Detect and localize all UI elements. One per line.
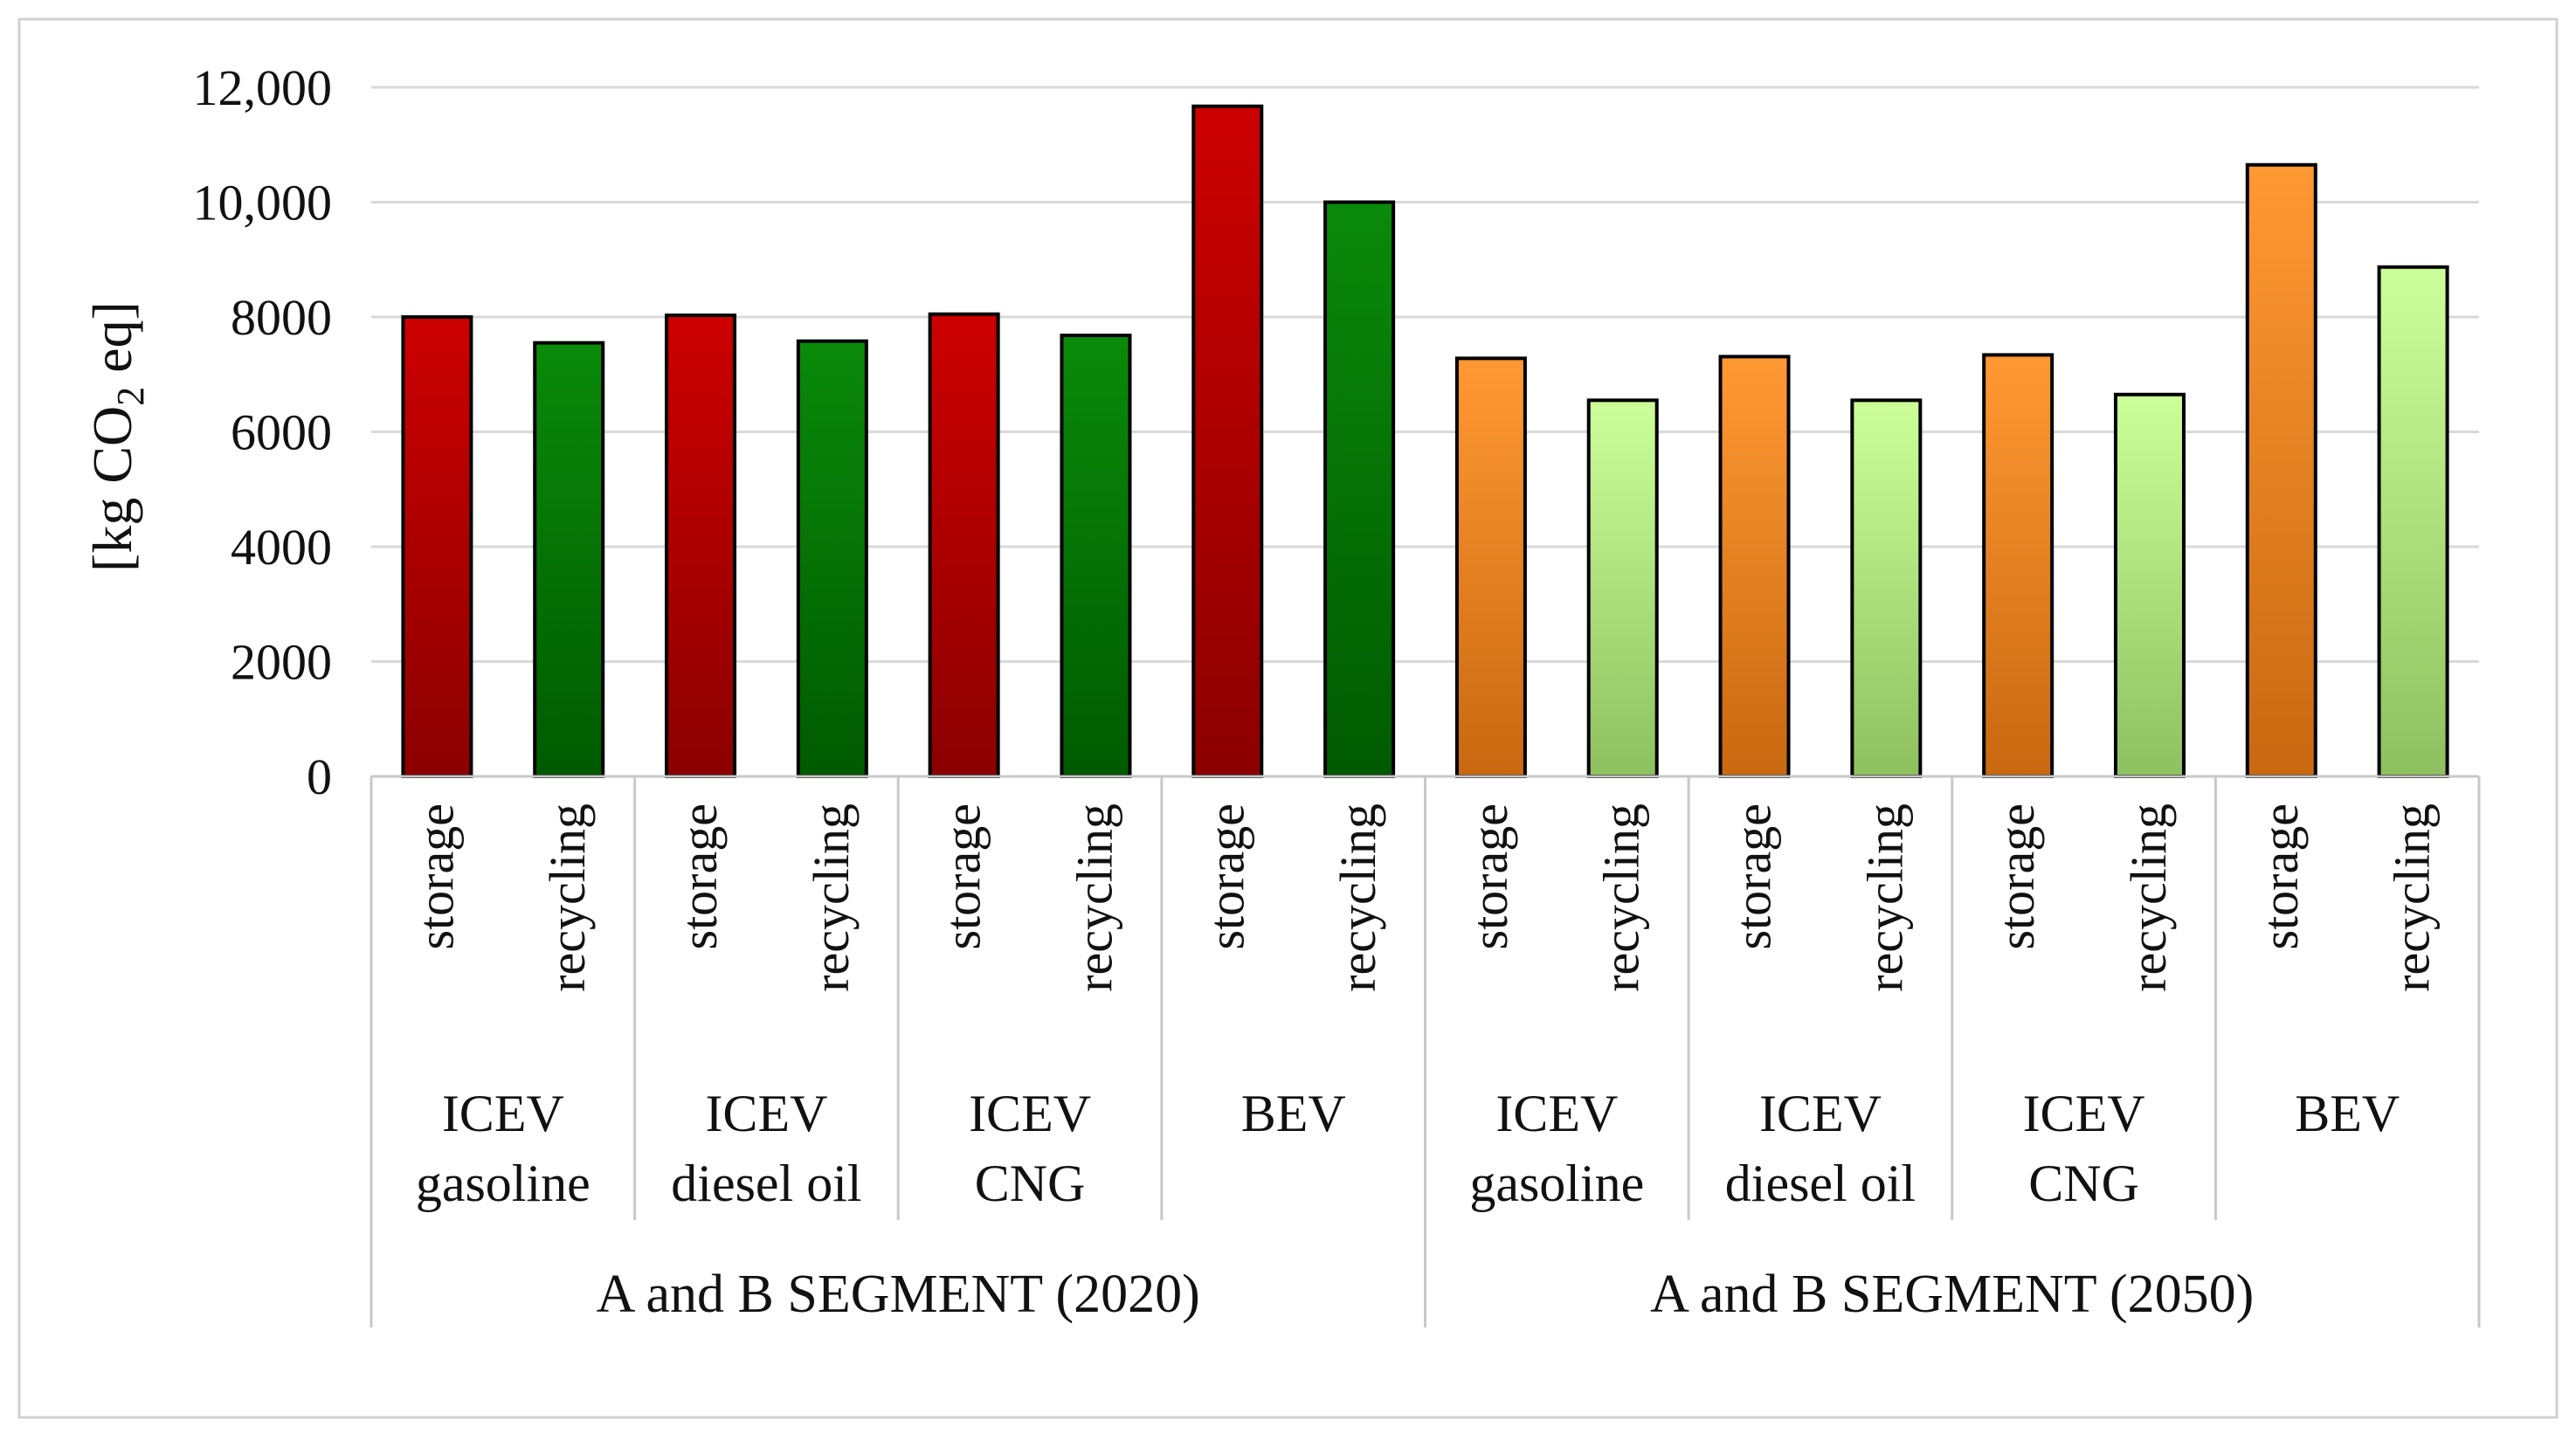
x-group-label: ICEV — [2023, 1085, 2145, 1142]
x-bar-label: recycling — [2384, 803, 2441, 992]
x-group-label: ICEV — [442, 1085, 564, 1142]
x-bar-label: storage — [1198, 803, 1254, 950]
bar-recycling — [533, 341, 605, 778]
x-bar-label: recycling — [1593, 803, 1650, 992]
y-tick-label: 8000 — [231, 289, 332, 346]
bar-recycling — [1850, 398, 1923, 778]
y-tick-label: 4000 — [231, 519, 332, 576]
bar-storage — [2245, 162, 2317, 778]
y-axis-title-part-2: eq] — [81, 301, 143, 387]
x-segment-label: A and B SEGMENT (2020) — [597, 1265, 1200, 1324]
x-bar-label: recycling — [1329, 803, 1386, 992]
x-group-label: gasoline — [1469, 1155, 1644, 1212]
x-bar-label: storage — [407, 803, 464, 950]
y-tick-labels: 0 2000 4000 6000 8000 10,000 12,000 — [193, 59, 333, 805]
x-group-label: ICEV — [969, 1085, 1091, 1142]
bar-recycling — [1323, 200, 1396, 778]
y-tick-label: 2000 — [231, 634, 332, 691]
bar-recycling — [2113, 392, 2186, 778]
x-category-labels: storage recycling ICEV gasoline storage recyc… — [407, 803, 2440, 1324]
x-bar-label: storage — [1725, 803, 1782, 950]
x-bar-label: recycling — [1066, 803, 1122, 992]
y-axis-title: [kg CO2 eq] — [81, 301, 152, 572]
x-group-label: BEV — [2295, 1085, 2400, 1142]
y-tick-label: 0 — [307, 748, 332, 805]
y-tick-label: 6000 — [231, 404, 332, 461]
x-bar-label: recycling — [2120, 803, 2177, 992]
bar-storage — [665, 314, 737, 778]
y-tick-label: 10,000 — [193, 175, 333, 231]
x-group-label: ICEV — [1495, 1085, 1618, 1142]
y-axis-title-part-1: [kg CO — [81, 406, 143, 572]
axes — [369, 775, 2481, 1327]
bar-storage — [401, 315, 473, 778]
x-bar-label: recycling — [539, 803, 596, 992]
x-bar-label: storage — [671, 803, 728, 950]
bar-storage — [1982, 353, 2055, 778]
bar-storage — [928, 312, 1000, 778]
bar-storage — [1718, 355, 1791, 778]
x-group-label: ICEV — [1759, 1085, 1882, 1142]
bar-recycling — [796, 339, 868, 778]
bar-recycling — [1060, 334, 1132, 778]
x-group-label: diesel oil — [671, 1155, 861, 1212]
bar-storage — [1454, 356, 1527, 778]
x-group-label: CNG — [975, 1155, 1086, 1212]
x-bar-label: storage — [1461, 803, 1518, 950]
x-group-label: gasoline — [416, 1155, 590, 1212]
x-group-label: BEV — [1241, 1085, 1346, 1142]
bar-recycling — [1586, 398, 1659, 778]
y-tick-label: 12,000 — [193, 59, 333, 116]
bar-storage — [1191, 104, 1264, 778]
x-bar-label: recycling — [1856, 803, 1913, 992]
x-group-label: ICEV — [705, 1085, 827, 1142]
x-bar-label: storage — [2252, 803, 2309, 950]
x-group-label: diesel oil — [1725, 1155, 1916, 1212]
x-segment-label: A and B SEGMENT (2050) — [1650, 1265, 2254, 1324]
bars — [401, 104, 2449, 778]
x-bar-label: storage — [1988, 803, 2045, 950]
y-axis-title-subscript: 2 — [109, 387, 152, 406]
bar-recycling — [2377, 265, 2449, 778]
x-bar-label: recycling — [803, 803, 860, 992]
x-bar-label: storage — [935, 803, 991, 950]
x-group-label: CNG — [2028, 1155, 2139, 1212]
